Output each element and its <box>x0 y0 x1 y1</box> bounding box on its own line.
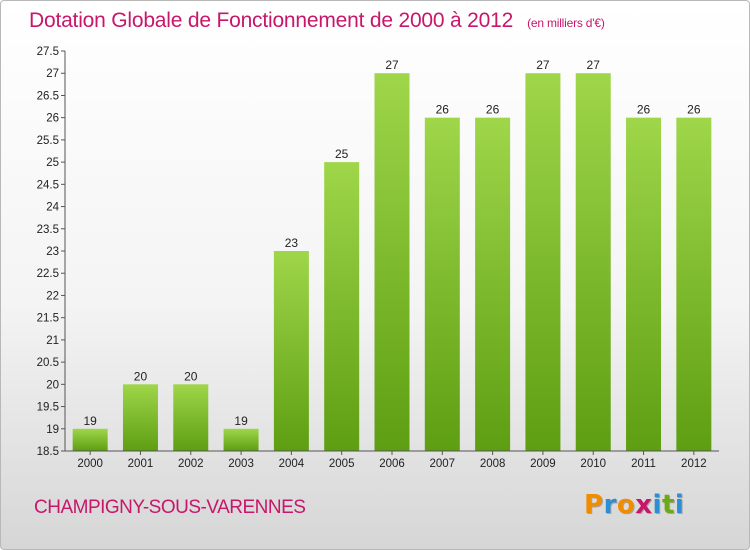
bar-2010 <box>575 73 611 451</box>
y-tick-label: 25.5 <box>37 135 59 147</box>
data-label: 20 <box>134 369 148 383</box>
y-tick-label: 27.5 <box>37 46 59 58</box>
data-label: 27 <box>385 58 399 72</box>
data-label: 19 <box>234 414 248 428</box>
bar-2008 <box>475 117 511 452</box>
bar-2000 <box>72 428 108 451</box>
y-tick-label: 19.5 <box>37 402 59 414</box>
data-label: 25 <box>335 147 349 161</box>
data-label: 27 <box>587 58 601 72</box>
logo-letter: i <box>674 490 685 520</box>
bar-2001 <box>122 384 158 451</box>
data-label: 19 <box>83 414 97 428</box>
x-tick-label: 2005 <box>329 458 355 470</box>
bar-2006 <box>374 73 410 451</box>
y-tick-label: 24.5 <box>37 179 59 191</box>
x-tick-label: 2012 <box>681 458 707 470</box>
y-tick-label: 24 <box>46 202 59 214</box>
x-tick-label: 2002 <box>178 458 204 470</box>
x-tick-label: 2003 <box>228 458 254 470</box>
x-tick-label: 2008 <box>480 458 506 470</box>
bar-2004 <box>273 251 309 451</box>
y-tick-label: 27 <box>46 68 59 80</box>
commune-name: CHAMPIGNY-SOUS-VARENNES <box>34 497 306 518</box>
unit-label: (en milliers d'€) <box>527 16 605 30</box>
logo-letter: r <box>603 490 617 520</box>
y-tick-label: 26.5 <box>37 90 59 102</box>
data-label: 26 <box>436 103 450 117</box>
bar-2011 <box>626 117 662 452</box>
logo-letter: x <box>635 490 653 520</box>
logo-letter: t <box>661 490 675 520</box>
x-tick-label: 2011 <box>631 458 656 470</box>
y-tick-label: 26 <box>46 113 59 125</box>
y-tick-label: 20 <box>46 379 59 391</box>
x-tick-label: 2004 <box>279 458 305 470</box>
x-tick-label: 2010 <box>580 458 606 470</box>
y-tick-label: 18.5 <box>37 446 59 458</box>
proxiti-logo: Proxiti <box>584 490 684 520</box>
logo-letter: o <box>616 490 636 520</box>
data-label: 26 <box>637 103 651 117</box>
bar-2003 <box>223 428 259 451</box>
logo-letter: i <box>652 490 662 520</box>
data-label: 23 <box>285 236 299 250</box>
bar-2002 <box>173 384 209 451</box>
chart-title: Dotation Globale de Fonctionnement de 20… <box>29 9 605 33</box>
bar-2009 <box>525 73 561 451</box>
bar-2007 <box>424 117 460 452</box>
bar-2005 <box>324 162 360 451</box>
y-tick-label: 22.5 <box>37 268 59 280</box>
y-tick-label: 25 <box>46 157 59 169</box>
data-label: 26 <box>486 103 500 117</box>
y-tick-label: 23 <box>46 246 59 258</box>
y-tick-label: 20.5 <box>37 357 59 369</box>
y-tick-label: 21 <box>46 335 59 347</box>
x-tick-label: 2001 <box>128 458 154 470</box>
y-axis: 18.5 19 19.5 20 20.5 21 21.5 22 22.5 23 23.5 24 24.5… <box>37 46 66 458</box>
x-tick-label: 2000 <box>77 458 103 470</box>
bar-2012 <box>676 117 712 452</box>
y-tick-label: 21.5 <box>37 313 59 325</box>
x-tick-label: 2009 <box>530 458 556 470</box>
data-label: 27 <box>536 58 550 72</box>
bars: 19 20 20 19 23 25 27 26 26 27 27 26 26 <box>72 58 712 452</box>
y-tick-label: 19 <box>46 424 59 436</box>
y-tick-label: 22 <box>46 290 59 302</box>
data-label: 26 <box>687 103 701 117</box>
y-tick-label: 23.5 <box>37 224 59 236</box>
x-axis: 2000 2001 2002 2003 2004 2005 2006 2007 2008 2009… <box>65 450 719 470</box>
x-tick-label: 2006 <box>379 458 405 470</box>
title-text: Dotation Globale de Fonctionnement de 20… <box>29 9 514 32</box>
data-label: 20 <box>184 369 198 383</box>
logo-letter: P <box>584 490 604 520</box>
x-tick-label: 2007 <box>430 458 456 470</box>
